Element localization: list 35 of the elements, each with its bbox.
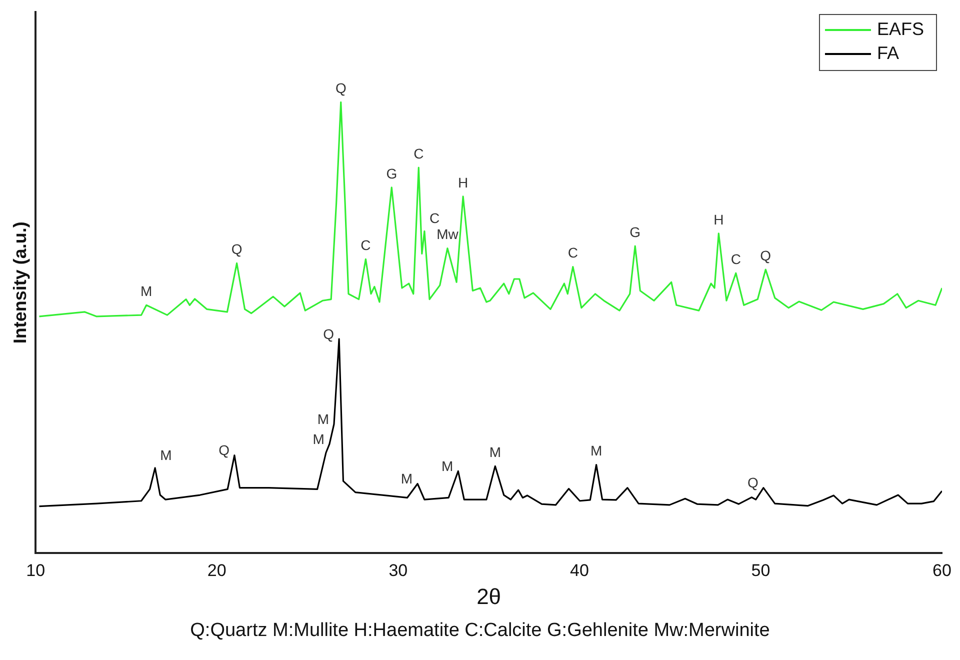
annotation: C	[414, 145, 424, 162]
x-tick-label: 10	[26, 561, 46, 580]
annotation: C	[360, 237, 371, 254]
annotation: G	[630, 224, 641, 240]
annotation: C	[568, 244, 578, 261]
x-tick-label: 60	[932, 561, 952, 580]
annotation: Q	[335, 80, 346, 96]
annotation: M	[441, 458, 454, 474]
legend-label: FA	[876, 42, 900, 63]
annotation: Mw	[436, 226, 460, 242]
x-tick-label: 50	[751, 561, 770, 580]
annotation: M	[160, 446, 172, 463]
annotation: M	[400, 470, 413, 487]
annotation: M	[317, 411, 329, 428]
legend-label: EAFS	[876, 18, 924, 39]
y-axis-title: Intensity (a.u.)	[10, 222, 30, 344]
annotation: G	[386, 165, 398, 182]
x-axis-title: 2θ	[476, 584, 502, 609]
annotation: M	[489, 444, 501, 460]
annotation: M	[312, 430, 324, 447]
x-tick-label: 30	[388, 561, 408, 580]
annotation: C	[429, 210, 440, 226]
annotation: Q	[231, 241, 242, 258]
annotation: Q	[218, 442, 230, 458]
annotation: H	[714, 211, 724, 228]
annotation: M	[590, 442, 602, 459]
x-tick-label: 20	[207, 561, 226, 580]
annotation: Q	[760, 247, 772, 264]
annotation: Q	[748, 474, 759, 491]
text: Q:Quartz M:Mullite H:Haematite C:Calcite G:Gehlenite Mw:Merwinite	[189, 620, 771, 642]
annotation: H	[458, 174, 468, 190]
x-tick-label: 40	[570, 561, 589, 580]
annotation: C	[730, 250, 741, 267]
annotation: Q	[323, 326, 334, 342]
annotation: M	[140, 283, 152, 300]
